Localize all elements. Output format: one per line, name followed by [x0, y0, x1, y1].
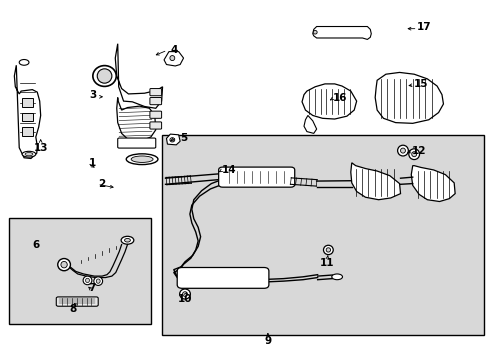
Ellipse shape [126, 154, 158, 165]
Polygon shape [115, 44, 162, 108]
Ellipse shape [323, 245, 332, 255]
Polygon shape [350, 163, 400, 200]
Text: 8: 8 [69, 304, 76, 314]
Ellipse shape [169, 55, 174, 60]
Ellipse shape [411, 152, 416, 157]
Ellipse shape [331, 274, 342, 280]
Ellipse shape [408, 149, 419, 159]
Text: 12: 12 [411, 145, 426, 156]
Ellipse shape [83, 276, 92, 285]
Ellipse shape [94, 277, 102, 285]
FancyBboxPatch shape [150, 98, 161, 105]
Text: 3: 3 [89, 90, 97, 100]
Text: 7: 7 [88, 283, 96, 293]
Text: 13: 13 [33, 143, 48, 153]
Ellipse shape [96, 279, 100, 283]
FancyBboxPatch shape [177, 267, 268, 288]
FancyBboxPatch shape [56, 297, 98, 306]
Polygon shape [312, 27, 370, 40]
Ellipse shape [325, 248, 330, 252]
FancyBboxPatch shape [21, 98, 33, 107]
Text: 11: 11 [320, 258, 334, 268]
Polygon shape [410, 166, 454, 202]
Polygon shape [14, 65, 41, 158]
Bar [161, 135, 484, 335]
FancyBboxPatch shape [218, 167, 294, 187]
Ellipse shape [93, 66, 116, 86]
Text: 6: 6 [32, 240, 40, 250]
Text: 4: 4 [170, 45, 177, 55]
Ellipse shape [313, 31, 317, 34]
Text: 1: 1 [88, 158, 96, 168]
Ellipse shape [61, 261, 67, 268]
Text: 9: 9 [264, 336, 271, 346]
Ellipse shape [58, 258, 70, 271]
Polygon shape [302, 84, 356, 119]
Ellipse shape [121, 236, 134, 244]
Ellipse shape [169, 138, 174, 142]
Text: 14: 14 [221, 165, 236, 175]
Ellipse shape [131, 156, 153, 162]
FancyBboxPatch shape [150, 122, 161, 129]
Polygon shape [374, 72, 443, 123]
Ellipse shape [25, 153, 33, 156]
Polygon shape [163, 51, 183, 66]
Polygon shape [304, 116, 316, 134]
FancyBboxPatch shape [150, 89, 161, 96]
Polygon shape [117, 98, 156, 140]
Ellipse shape [397, 145, 407, 156]
Ellipse shape [19, 59, 29, 65]
FancyBboxPatch shape [21, 113, 33, 121]
FancyBboxPatch shape [118, 138, 156, 148]
Ellipse shape [400, 148, 405, 153]
Ellipse shape [182, 292, 187, 296]
Polygon shape [166, 134, 180, 145]
Text: 15: 15 [413, 79, 427, 89]
Ellipse shape [179, 289, 190, 299]
Text: 16: 16 [332, 93, 346, 103]
FancyBboxPatch shape [150, 111, 161, 118]
Ellipse shape [124, 238, 130, 242]
FancyBboxPatch shape [21, 127, 33, 135]
Text: 5: 5 [180, 133, 187, 143]
Ellipse shape [97, 69, 112, 83]
Text: 10: 10 [178, 294, 192, 304]
Ellipse shape [85, 278, 89, 283]
Text: 2: 2 [98, 179, 105, 189]
Text: 17: 17 [416, 22, 430, 32]
Ellipse shape [22, 151, 36, 157]
Bar [9, 219, 151, 324]
